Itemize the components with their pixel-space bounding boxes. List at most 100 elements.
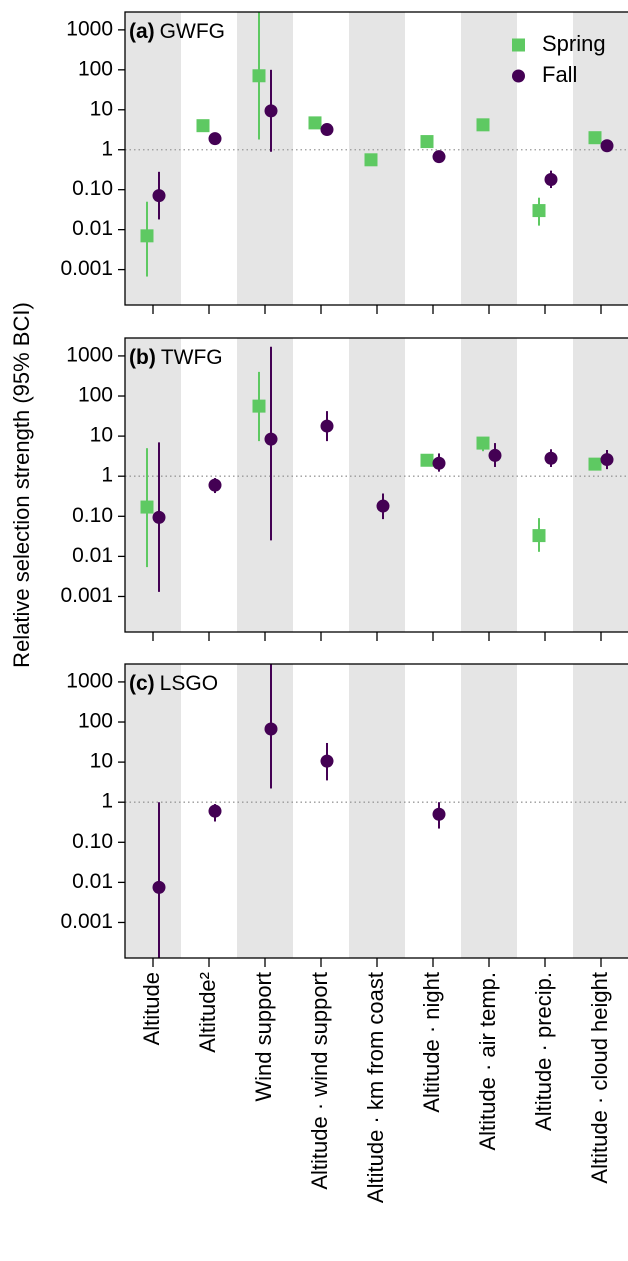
marker <box>420 135 434 149</box>
band-shade <box>125 12 181 305</box>
y-tick-label: 0.01 <box>72 217 113 240</box>
band-shade <box>237 338 293 632</box>
marker <box>208 132 222 146</box>
marker <box>544 451 558 465</box>
x-tick-label: Altitude · km from coast <box>363 972 388 1203</box>
marker <box>152 189 166 203</box>
marker <box>140 500 154 514</box>
marker <box>588 131 602 145</box>
plot-area <box>140 12 614 277</box>
marker <box>376 499 390 513</box>
marker <box>208 804 222 818</box>
y-tick-label: 0.10 <box>72 830 113 853</box>
panel-label: (c) LSGO <box>129 672 218 695</box>
legend-marker <box>512 38 525 52</box>
marker <box>532 529 546 543</box>
marker <box>252 69 266 83</box>
legend-label: Fall <box>542 62 577 87</box>
panel-title: LSGO <box>160 672 218 695</box>
y-tick-label: 10 <box>90 97 113 120</box>
marker <box>264 104 278 118</box>
x-tick-label: Altitude <box>139 972 164 1045</box>
x-tick-label: Altitude · precip. <box>531 972 556 1131</box>
y-tick-label: 0.01 <box>72 870 113 893</box>
y-tick-label: 0.001 <box>60 910 113 933</box>
marker <box>600 139 614 153</box>
y-tick-label: 0.001 <box>60 257 113 280</box>
y-tick-label: 1000 <box>66 343 113 366</box>
band-shade <box>349 664 405 958</box>
marker <box>600 453 614 467</box>
band-shade <box>461 664 517 958</box>
marker <box>476 436 490 450</box>
legend-marker <box>512 69 525 83</box>
marker <box>544 172 558 186</box>
marker <box>208 478 222 492</box>
panel-letter: (b) <box>129 346 156 369</box>
y-axis-label: Relative selection strength (95% BCI) <box>9 302 34 668</box>
marker <box>264 432 278 446</box>
marker <box>532 204 546 218</box>
marker <box>320 123 334 137</box>
plot-area <box>140 346 614 592</box>
y-tick-label: 10 <box>90 424 113 447</box>
y-tick-label: 0.10 <box>72 504 113 527</box>
marker <box>476 118 490 132</box>
band-shade <box>237 12 293 305</box>
y-tick-label: 1000 <box>66 669 113 692</box>
panel-frame <box>124 663 628 959</box>
marker <box>420 453 434 467</box>
panel-frame <box>124 11 628 306</box>
y-tick-label: 0.001 <box>60 584 113 607</box>
x-tick-label: Altitude · air temp. <box>475 972 500 1151</box>
x-tick-label: Altitude · night <box>419 972 444 1113</box>
panel-letter: (c) <box>129 672 155 695</box>
marker <box>140 229 154 243</box>
x-tick-label: Altitude · cloud height <box>587 972 612 1184</box>
band-shade <box>125 338 181 632</box>
x-tick-label: Altitude · wind support <box>307 972 332 1190</box>
band-shade <box>461 12 517 305</box>
band-shade <box>125 664 181 958</box>
marker <box>308 116 322 130</box>
marker <box>320 754 334 768</box>
marker <box>432 807 446 821</box>
marker <box>432 456 446 470</box>
marker <box>152 880 166 894</box>
band-shade <box>349 338 405 632</box>
marker <box>252 399 266 413</box>
marker <box>152 510 166 524</box>
y-tick-label: 100 <box>78 57 113 80</box>
y-tick-label: 0.10 <box>72 177 113 200</box>
band-shade <box>461 338 517 632</box>
panel-title: GWFG <box>160 20 225 43</box>
y-tick-label: 1 <box>101 464 113 487</box>
y-tick-label: 1 <box>101 137 113 160</box>
x-tick-label: Altitude² <box>195 972 220 1053</box>
panel-label: (a) GWFG <box>129 20 225 43</box>
marker <box>196 119 210 133</box>
band-shade <box>237 664 293 958</box>
marker <box>264 722 278 736</box>
marker <box>488 448 502 462</box>
marker <box>320 419 334 433</box>
y-tick-label: 1000 <box>66 17 113 40</box>
marker <box>364 153 378 167</box>
panel-title: TWFG <box>161 346 223 369</box>
y-tick-label: 100 <box>78 710 113 733</box>
y-tick-label: 10 <box>90 750 113 773</box>
panel-label: (b) TWFG <box>129 346 223 369</box>
band-shade <box>573 338 628 632</box>
marker <box>588 457 602 471</box>
panel-letter: (a) <box>129 20 155 43</box>
marker <box>432 150 446 164</box>
band-shade <box>573 12 628 305</box>
legend-label: Spring <box>542 31 606 56</box>
band-shade <box>573 664 628 958</box>
panel-frame <box>124 337 628 633</box>
x-tick-label: Wind support <box>251 972 276 1102</box>
plot-area <box>152 664 446 958</box>
y-tick-label: 1 <box>101 790 113 813</box>
y-tick-label: 0.01 <box>72 544 113 567</box>
